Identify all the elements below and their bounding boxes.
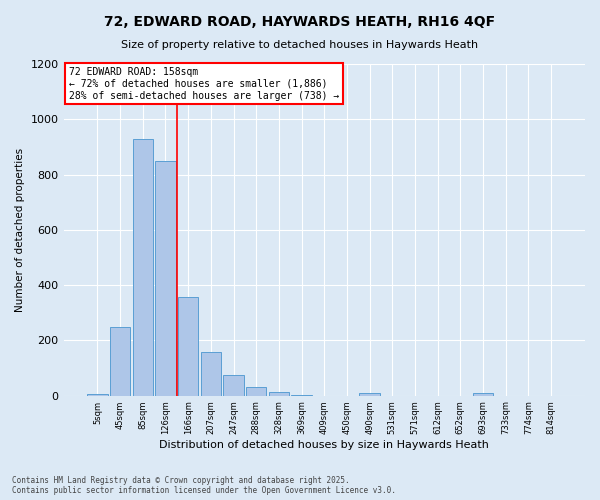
X-axis label: Distribution of detached houses by size in Haywards Heath: Distribution of detached houses by size … <box>160 440 489 450</box>
Bar <box>133 138 153 396</box>
Y-axis label: Number of detached properties: Number of detached properties <box>15 148 25 312</box>
Bar <box>178 296 199 396</box>
Bar <box>359 394 380 396</box>
Bar <box>155 162 176 396</box>
Bar <box>223 375 244 396</box>
Bar <box>246 386 266 396</box>
Bar <box>269 392 289 396</box>
Bar <box>110 327 130 396</box>
Text: Contains HM Land Registry data © Crown copyright and database right 2025.
Contai: Contains HM Land Registry data © Crown c… <box>12 476 396 495</box>
Bar <box>473 394 493 396</box>
Bar <box>87 394 107 396</box>
Bar <box>200 352 221 396</box>
Bar <box>292 395 312 396</box>
Text: 72 EDWARD ROAD: 158sqm
← 72% of detached houses are smaller (1,886)
28% of semi-: 72 EDWARD ROAD: 158sqm ← 72% of detached… <box>69 68 339 100</box>
Text: 72, EDWARD ROAD, HAYWARDS HEATH, RH16 4QF: 72, EDWARD ROAD, HAYWARDS HEATH, RH16 4Q… <box>104 15 496 29</box>
Text: Size of property relative to detached houses in Haywards Heath: Size of property relative to detached ho… <box>121 40 479 50</box>
